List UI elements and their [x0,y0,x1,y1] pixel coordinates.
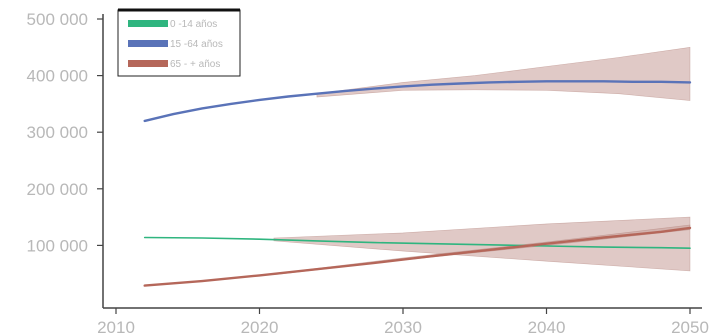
legend-label: 15 -64 años [170,39,223,50]
x-axis-ticks: 2010 2020 2030 2040 2050 [97,308,709,336]
confidence-band-1 [316,46,691,101]
x-tick-label: 2020 [241,318,279,336]
x-tick-label: 2010 [97,318,135,336]
legend-label: 0 -14 años [170,19,217,30]
legend: 0 -14 años 15 -64 años 65 - + años [117,8,241,77]
series-line-0 [143,236,691,249]
y-tick-label: 400 000 [27,67,88,86]
x-tick-label: 2050 [671,318,709,336]
legend-label: 65 - + años [170,59,220,70]
series-lines [143,80,692,287]
series-line-1 [143,80,692,123]
legend-swatch [128,40,168,47]
y-tick-label: 300 000 [27,123,88,142]
y-tick-label: 200 000 [27,180,88,199]
legend-items: 0 -14 años 15 -64 años 65 - + años [128,19,223,70]
y-tick-label: 100 000 [27,236,88,255]
y-axis-ticks: 100 000 200 000 300 000 400 000 500 000 [27,10,103,255]
legend-swatch [128,60,168,67]
y-tick-label: 500 000 [27,10,88,29]
x-tick-label: 2030 [384,318,422,336]
legend-swatch [128,20,168,27]
x-tick-label: 2040 [528,318,566,336]
series-line-2 [143,226,692,287]
